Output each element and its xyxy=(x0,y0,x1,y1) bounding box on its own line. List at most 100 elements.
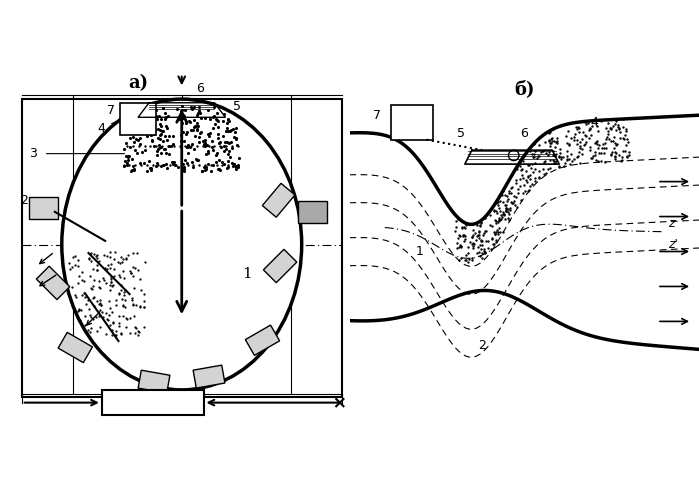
Point xyxy=(95,301,106,309)
Point xyxy=(153,141,164,149)
Point xyxy=(491,198,503,206)
Point xyxy=(480,249,491,256)
Point xyxy=(505,184,517,192)
Point xyxy=(85,249,96,257)
Point xyxy=(145,166,157,174)
Point xyxy=(168,140,179,148)
Point xyxy=(140,111,151,119)
Point xyxy=(499,215,510,223)
Point xyxy=(617,115,628,123)
Point xyxy=(217,132,228,140)
Point xyxy=(127,166,138,174)
Point xyxy=(129,166,140,174)
Text: 2: 2 xyxy=(478,339,487,352)
Point xyxy=(126,296,137,304)
Point xyxy=(72,278,83,286)
Point xyxy=(208,112,219,120)
Point xyxy=(499,202,510,210)
Point xyxy=(128,284,139,292)
Point xyxy=(477,238,488,246)
Point xyxy=(126,269,137,277)
Point xyxy=(473,232,484,240)
Point xyxy=(516,196,527,204)
Point xyxy=(128,133,139,141)
Point xyxy=(178,128,189,136)
Point xyxy=(610,141,621,149)
Point xyxy=(161,165,173,173)
Point xyxy=(498,211,509,219)
Point xyxy=(222,115,233,123)
Point xyxy=(493,216,504,224)
Point xyxy=(542,151,554,159)
Point xyxy=(455,243,466,250)
Point xyxy=(470,236,482,244)
Point xyxy=(554,145,565,153)
Point xyxy=(114,311,125,319)
Point xyxy=(452,239,463,247)
Point xyxy=(161,136,173,144)
Point xyxy=(503,189,514,197)
Point xyxy=(218,160,229,168)
Point xyxy=(482,238,493,246)
Point xyxy=(178,165,189,173)
Point xyxy=(547,156,558,164)
Point xyxy=(494,228,505,236)
Point xyxy=(101,252,113,260)
Point xyxy=(138,303,150,311)
Point xyxy=(490,230,501,238)
Point xyxy=(595,157,606,165)
Point xyxy=(526,160,538,168)
Point xyxy=(189,103,200,111)
Bar xyxy=(391,105,433,140)
Point xyxy=(93,300,104,308)
Point xyxy=(466,256,477,264)
Point xyxy=(102,260,113,268)
Point xyxy=(550,159,561,167)
Point xyxy=(455,254,466,262)
Point xyxy=(178,163,189,171)
Point xyxy=(66,263,78,271)
Point xyxy=(221,119,232,127)
Point xyxy=(491,207,502,215)
Point xyxy=(168,158,180,166)
Point xyxy=(225,126,236,134)
Point xyxy=(552,137,563,145)
Point xyxy=(187,140,198,148)
Point xyxy=(229,160,240,168)
Point xyxy=(200,163,211,171)
Point xyxy=(596,144,607,152)
Point xyxy=(467,227,478,235)
Point xyxy=(108,318,119,326)
Point xyxy=(452,234,463,242)
Point xyxy=(574,128,585,136)
Point xyxy=(212,165,223,173)
Point xyxy=(476,249,487,257)
Text: z: z xyxy=(668,217,674,230)
Text: а): а) xyxy=(128,74,148,92)
Point xyxy=(572,152,583,160)
Point xyxy=(82,326,94,334)
Point xyxy=(605,137,617,145)
Bar xyxy=(36,266,70,299)
Point xyxy=(105,303,116,311)
Point xyxy=(518,157,529,165)
Point xyxy=(502,195,513,203)
Point xyxy=(222,157,233,165)
Point xyxy=(150,162,161,170)
Point xyxy=(149,113,160,121)
Point xyxy=(490,236,501,244)
Text: 6: 6 xyxy=(196,82,204,95)
Point xyxy=(227,125,238,133)
Point xyxy=(182,149,194,157)
Point xyxy=(528,150,539,158)
Point xyxy=(616,153,627,161)
Point xyxy=(609,153,620,161)
Point xyxy=(86,324,97,332)
Point xyxy=(591,156,602,164)
Point xyxy=(80,300,92,308)
Point xyxy=(198,137,209,145)
Point xyxy=(104,281,115,289)
Point xyxy=(497,198,508,206)
Point xyxy=(127,300,138,308)
Point xyxy=(134,303,145,311)
